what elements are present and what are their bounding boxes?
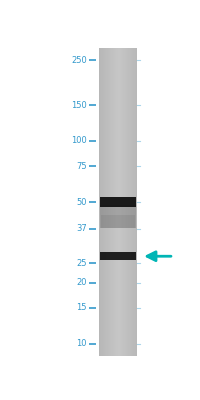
Bar <box>100 205 136 228</box>
Text: 50: 50 <box>76 198 87 206</box>
Text: 37: 37 <box>76 224 87 233</box>
Bar <box>100 197 136 207</box>
Text: 10: 10 <box>76 339 87 348</box>
Text: 25: 25 <box>76 258 87 268</box>
Text: 15: 15 <box>76 304 87 312</box>
Text: 100: 100 <box>71 136 87 146</box>
Text: 150: 150 <box>71 101 87 110</box>
Text: 20: 20 <box>76 278 87 287</box>
Bar <box>100 252 136 260</box>
Bar <box>101 216 135 228</box>
Text: 250: 250 <box>71 56 87 65</box>
Text: 75: 75 <box>76 162 87 171</box>
